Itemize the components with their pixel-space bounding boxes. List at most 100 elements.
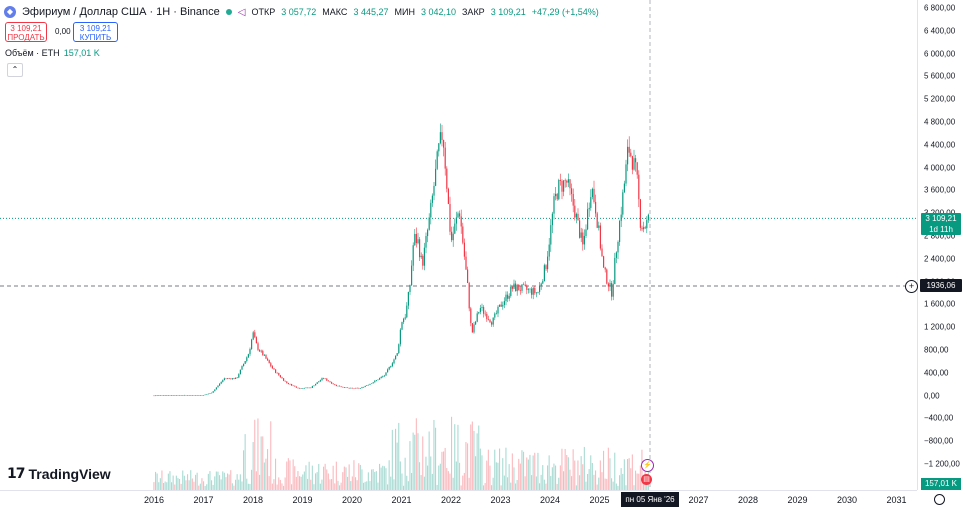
share-icon[interactable]: ◁: [237, 6, 246, 18]
chart-settings-icon[interactable]: [934, 494, 945, 505]
price-tick-label: 5 600,00: [924, 71, 956, 81]
dividend-event-icon[interactable]: ⚡: [641, 459, 654, 472]
candle-body: [252, 332, 254, 340]
volume-bar: [262, 436, 264, 490]
volume-bar: [419, 462, 421, 490]
candle-body: [575, 213, 577, 218]
candle-body: [231, 378, 233, 380]
time-tick-label: 2021: [391, 495, 412, 505]
candle-body: [172, 395, 174, 396]
candle-body: [475, 321, 477, 325]
candle-body: [335, 384, 337, 386]
volume-bar: [534, 452, 536, 490]
volume-bar: [259, 474, 261, 490]
candle-body: [582, 232, 584, 245]
volume-bar: [367, 472, 369, 490]
candle-body: [169, 395, 171, 396]
candle-body: [161, 395, 163, 396]
candle-body: [289, 383, 291, 385]
volume-bar: [214, 476, 216, 490]
sell-button[interactable]: 3 109,21 ПРОДАТЬ: [5, 22, 47, 42]
candle-body: [307, 387, 309, 389]
candle-body: [214, 389, 216, 392]
candle-body: [396, 353, 398, 356]
volume-bar: [543, 479, 545, 490]
candle-body: [395, 355, 397, 360]
volume-bar: [623, 459, 625, 490]
candle-body: [343, 387, 345, 388]
candle-body: [276, 372, 278, 374]
volume-bar: [313, 484, 315, 490]
candle-body: [507, 294, 509, 299]
volume-bar: [390, 476, 392, 490]
candle-body: [303, 388, 305, 389]
volume-bar: [455, 461, 457, 490]
volume-bar: [375, 471, 377, 490]
candle-body: [265, 355, 267, 359]
volume-bar: [191, 478, 193, 490]
volume-bar: [342, 472, 344, 490]
volume-bar: [428, 431, 430, 490]
market-status-icon[interactable]: [225, 9, 232, 15]
candle-body: [166, 395, 168, 396]
candle-body: [492, 317, 494, 325]
volume-bar: [246, 478, 248, 490]
volume-bar: [185, 480, 187, 490]
volume-bar: [556, 483, 558, 490]
symbol-title[interactable]: Эфириум / Доллар США · 1Н · Binance: [22, 6, 220, 18]
candle-body: [364, 385, 366, 388]
candle-body: [292, 385, 294, 387]
volume-bar: [479, 448, 481, 490]
volume-bar: [281, 483, 283, 490]
price-tick-label: −800,00: [924, 436, 954, 446]
volume-bar: [431, 473, 433, 490]
candle-body: [526, 285, 528, 290]
candle-body: [454, 223, 456, 234]
volume-bar: [359, 464, 361, 490]
volume-bar: [551, 467, 553, 490]
volume-legend[interactable]: Объём · ETH 157,01 K: [5, 48, 100, 58]
candle-body: [212, 391, 214, 393]
add-level-icon[interactable]: +: [905, 280, 918, 293]
volume-bar: [255, 471, 257, 490]
candle-body: [558, 179, 560, 200]
tradingview-logo-icon: 17: [7, 466, 26, 482]
candle-body: [302, 388, 304, 389]
volume-bar: [593, 474, 595, 490]
volume-bar: [175, 475, 177, 490]
candle-body: [508, 295, 510, 299]
tradingview-logo[interactable]: 17 TradingView: [7, 466, 111, 482]
candle-body: [521, 284, 523, 291]
economic-event-icon[interactable]: ▤: [641, 474, 652, 485]
buy-button[interactable]: 3 109,21 КУПИТЬ: [73, 22, 118, 42]
volume-bar: [180, 483, 182, 490]
volume-bar: [516, 479, 518, 490]
candle-body: [257, 343, 259, 350]
collapse-legend-button[interactable]: ⌃: [7, 63, 23, 77]
volume-bar: [260, 436, 262, 490]
candle-body: [393, 359, 395, 364]
volume-label: Объём · ETH: [5, 48, 60, 58]
candle-body: [547, 256, 549, 270]
candle-body: [374, 380, 376, 383]
volume-bar: [414, 434, 416, 490]
candle-body: [175, 395, 177, 396]
volume-bar: [494, 449, 496, 490]
volume-bar: [582, 464, 584, 490]
volume-bar: [361, 469, 363, 490]
volume-bar: [515, 483, 517, 490]
volume-bar: [507, 477, 509, 490]
volume-bar: [257, 418, 259, 490]
price-axis[interactable]: 6 800,00 6 400,00 6 000,00 5 600,00 5 200,00…: [917, 0, 967, 490]
volume-bar: [153, 482, 155, 490]
candle-body: [243, 363, 245, 367]
candle-body: [595, 201, 597, 214]
volume-bar: [619, 475, 621, 490]
volume-bar: [198, 485, 200, 490]
volume-bar: [315, 473, 317, 490]
volume-bar: [588, 469, 590, 490]
candle-body: [324, 378, 326, 380]
time-axis[interactable]: пн 05 Янв '26 2016 2017 2018 2019 2020 2021 20…: [0, 490, 917, 509]
candle-body: [524, 284, 526, 286]
